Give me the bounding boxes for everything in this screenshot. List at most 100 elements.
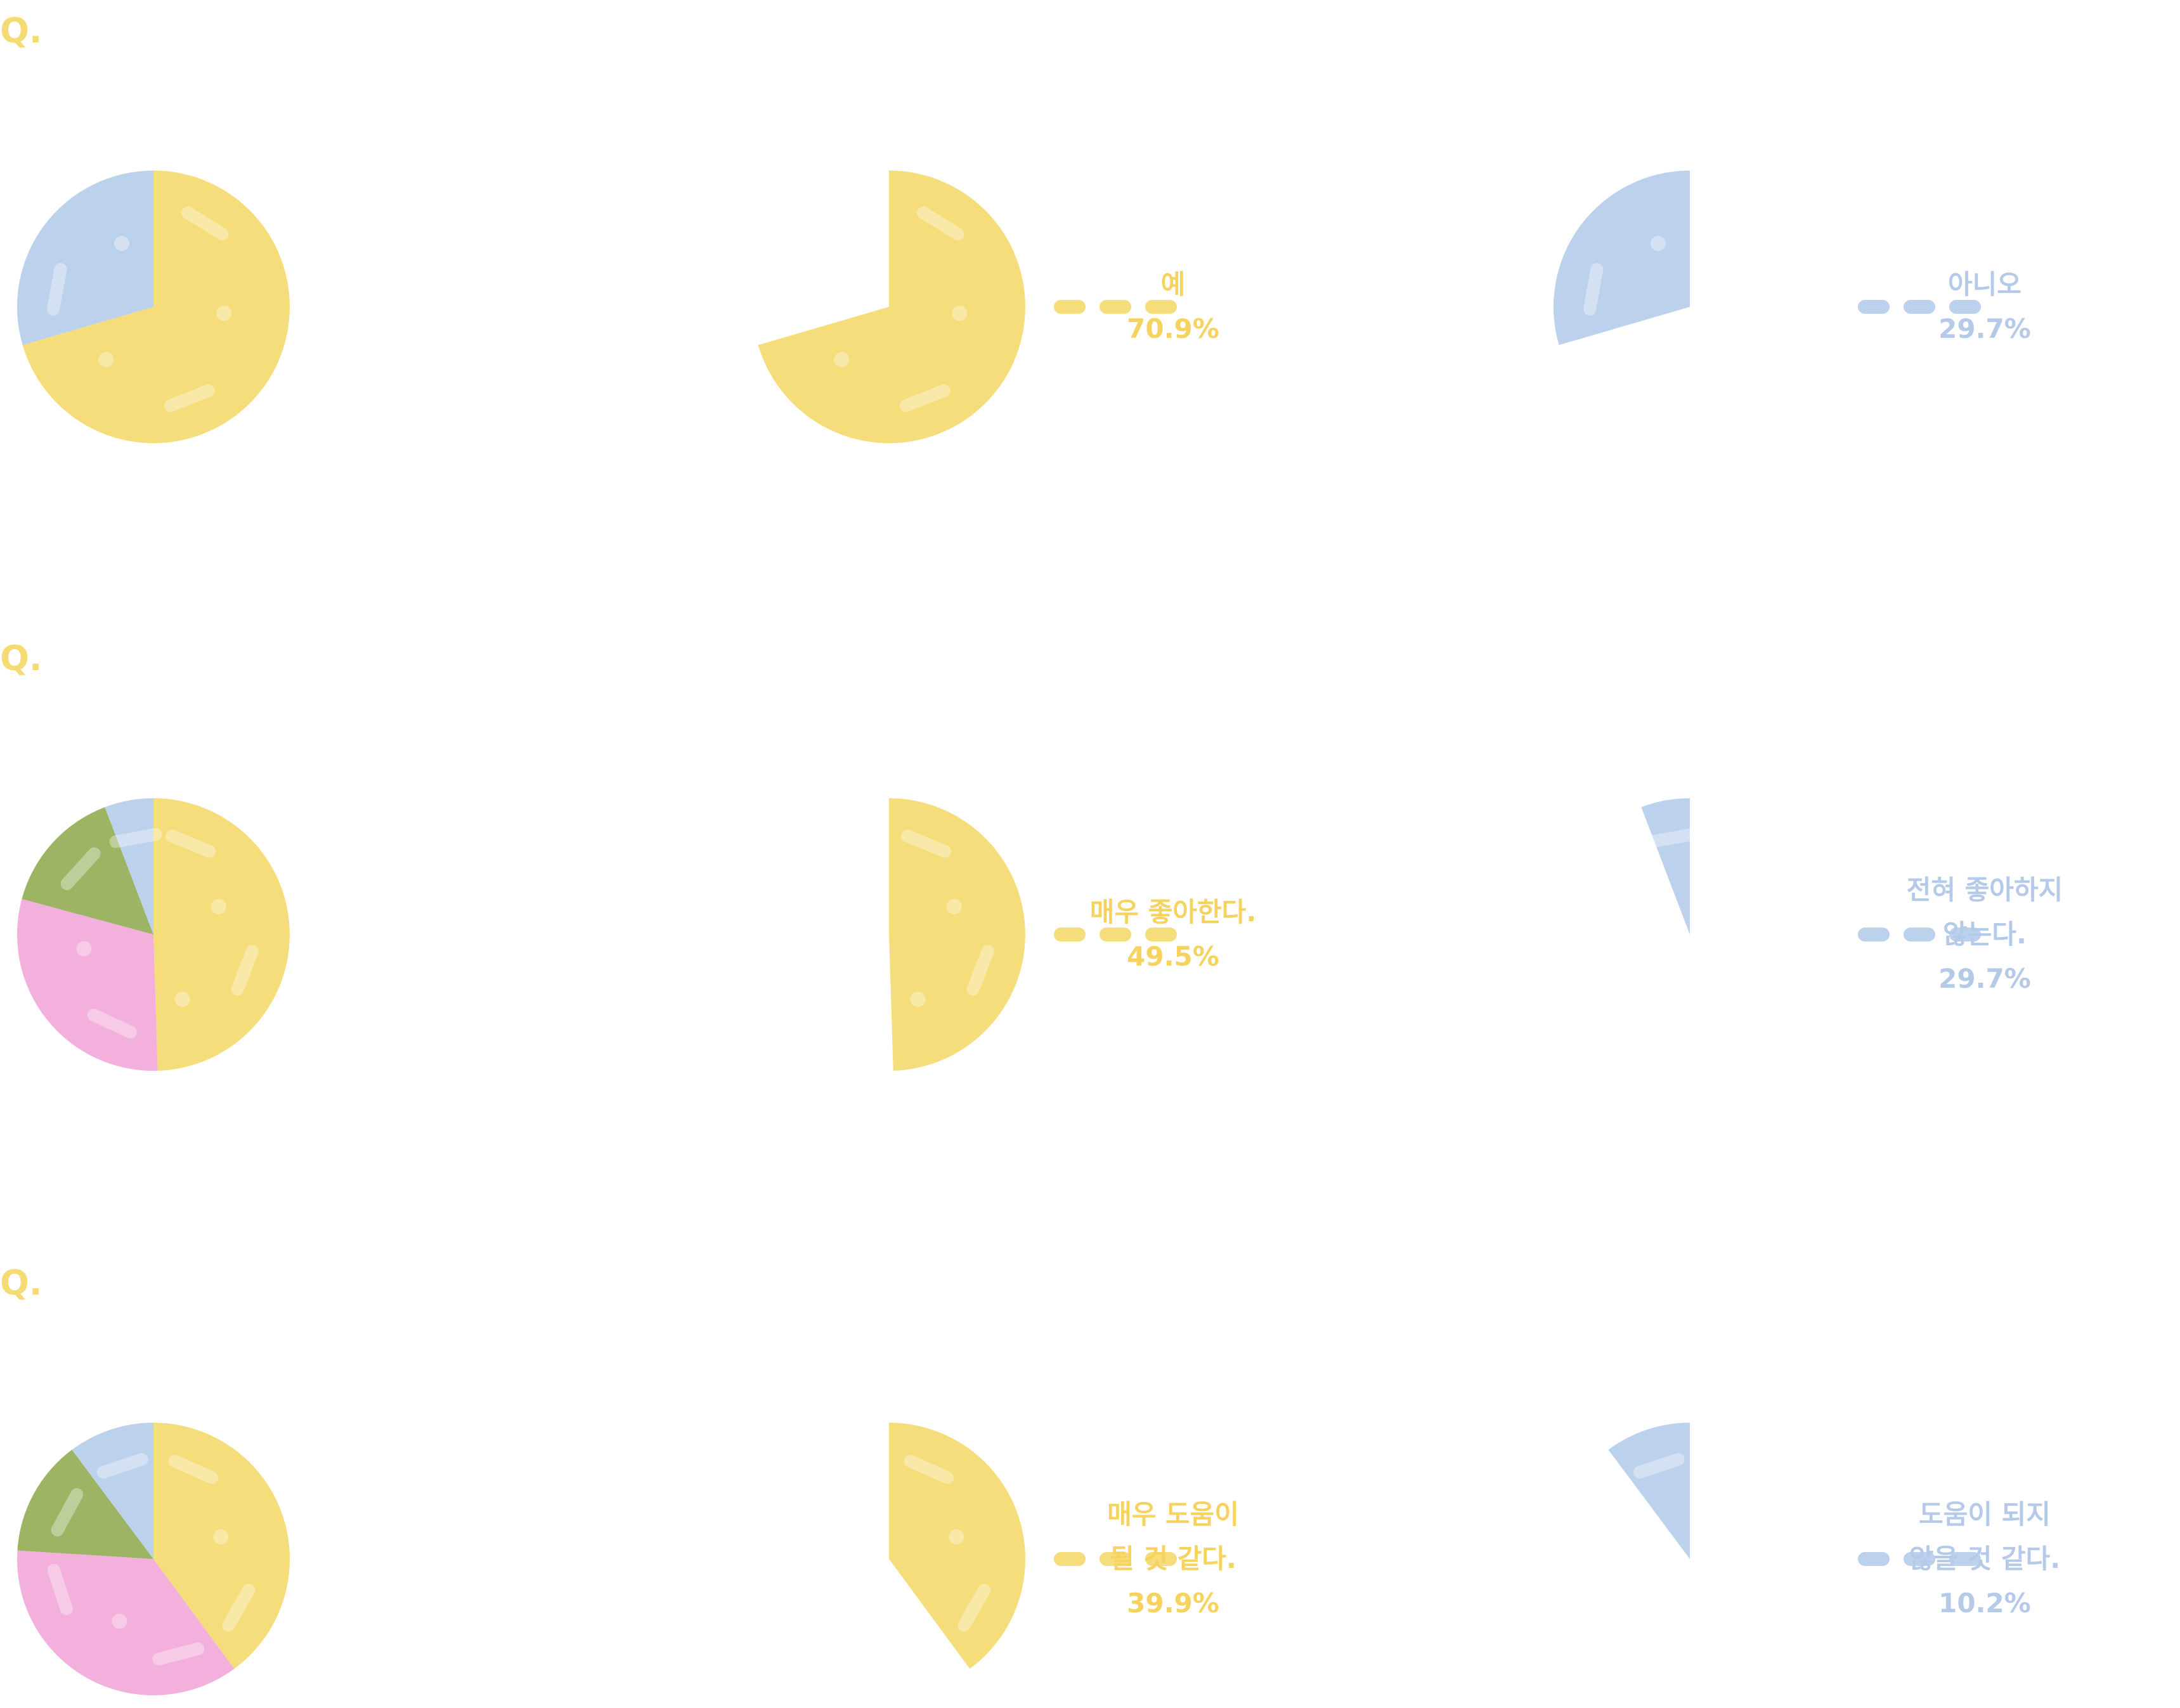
pie-slice-yellow <box>153 798 290 1071</box>
slice-dot <box>211 899 226 914</box>
slice-highlight <box>181 206 229 241</box>
slice-dot <box>213 1529 229 1545</box>
callout-text: 않는다. <box>1943 919 2027 950</box>
exploded-slice <box>1608 1423 1690 1559</box>
dash-segment <box>1858 1552 1890 1566</box>
slice-highlight <box>917 206 964 241</box>
slice-dot <box>834 352 850 368</box>
slice-highlight <box>899 384 951 412</box>
slice-dot <box>76 941 92 957</box>
pie-slice-yellow <box>22 171 290 443</box>
slice-highlight <box>168 1454 219 1484</box>
callout-slice <box>889 798 1025 1071</box>
slice-highlight <box>1633 1453 1685 1479</box>
exploded-slice <box>758 171 1025 443</box>
callout-percent: 29.7% <box>1938 963 2031 994</box>
pie-slice-yellow <box>153 1423 290 1669</box>
dashed-leader <box>1054 928 1177 941</box>
slice-dot <box>98 352 114 368</box>
question-label: Q. <box>0 1263 42 1303</box>
callout-label: 아니오 29.7% <box>1877 262 2092 351</box>
pie-chart <box>16 1423 290 1695</box>
dash-segment <box>1145 300 1177 314</box>
slice-highlight <box>96 1453 148 1479</box>
dash-segment <box>1904 928 1935 941</box>
callout-label: 예 70.9% <box>1065 262 1281 351</box>
dash-segment <box>1100 1552 1131 1566</box>
callout-text: 매우 도움이 <box>1107 1499 1239 1530</box>
slice-highlight <box>109 828 162 848</box>
pie-slice-pink <box>16 1550 235 1695</box>
dash-segment <box>1054 1552 1086 1566</box>
callout-percent: 10.2% <box>1938 1588 2031 1619</box>
callout-text: 예 <box>1160 269 1186 300</box>
dashed-leader <box>1054 300 1177 314</box>
pie-slice-blue <box>16 170 154 346</box>
slice-dot <box>949 1529 964 1545</box>
dash-segment <box>1145 928 1177 941</box>
callout-label: 매우 좋아한다. 49.5% <box>1065 890 1281 979</box>
dash-segment <box>1054 928 1086 941</box>
exploded-slice <box>1641 798 1699 935</box>
exploded-slice <box>889 1423 1025 1669</box>
callout-text: 전혀 좋아하지 <box>1906 874 2063 905</box>
callout-text: 매우 좋아한다. <box>1089 896 1257 928</box>
slice-highlight <box>47 262 67 316</box>
dashed-leader <box>1858 1552 1981 1566</box>
slice-dot <box>174 992 190 1007</box>
callout-percent: 49.5% <box>1127 941 1219 972</box>
dash-segment <box>1054 300 1086 314</box>
pie-chart <box>16 170 290 443</box>
dash-segment <box>1949 300 1981 314</box>
callout-slice <box>1608 1423 1690 1559</box>
slice-highlight <box>47 1563 73 1615</box>
dash-segment <box>1858 928 1890 941</box>
slice-highlight <box>231 945 259 996</box>
pie-slice-green <box>22 807 153 935</box>
slice-dot <box>216 306 232 321</box>
callout-percent: 70.9% <box>1127 313 1219 344</box>
dash-segment <box>1145 1552 1177 1566</box>
slice-highlight <box>1645 828 1699 848</box>
callout-slice <box>758 171 1025 443</box>
dash-segment <box>1858 300 1890 314</box>
dashed-leader <box>1858 928 1981 941</box>
slice-highlight <box>901 829 952 858</box>
slice-dot <box>1651 236 1666 251</box>
callout-percent: 39.9% <box>1127 1588 1219 1619</box>
slice-dot <box>910 992 926 1007</box>
slice-highlight <box>87 1008 137 1038</box>
slice-highlight <box>904 1454 954 1484</box>
slice-dot <box>114 236 129 251</box>
dash-segment <box>1100 928 1131 941</box>
dashed-leader <box>1858 300 1981 314</box>
exploded-slice <box>889 798 1025 1071</box>
slice-highlight <box>164 384 215 412</box>
dash-segment <box>1904 1552 1935 1566</box>
callout-percent: 29.7% <box>1938 313 2031 344</box>
dashed-leader <box>1054 1552 1177 1566</box>
callout-slice <box>889 1423 1025 1669</box>
dash-segment <box>1100 300 1131 314</box>
callout-slice <box>1553 170 1690 346</box>
callout-text: 될 것 같다. <box>1110 1543 1236 1574</box>
callout-label: 도움이 되지 않을 것 같다. 10.2% <box>1877 1492 2092 1626</box>
slice-dot <box>952 306 968 321</box>
dash-segment <box>1949 1552 1981 1566</box>
dash-segment <box>1949 928 1981 941</box>
slice-highlight <box>957 1583 991 1632</box>
pie-slice-pink <box>16 898 158 1071</box>
callout-text: 아니오 <box>1948 269 2021 300</box>
slice-highlight <box>60 847 101 890</box>
exploded-slice <box>1553 170 1690 346</box>
dash-segment <box>1904 300 1935 314</box>
slice-highlight <box>966 945 994 996</box>
slice-highlight <box>51 1488 84 1537</box>
callout-slice <box>1641 798 1690 935</box>
slice-dot <box>112 1614 127 1629</box>
question-label: Q. <box>0 11 42 51</box>
pie-slice-blue <box>72 1423 153 1559</box>
pie-slice-blue <box>105 798 153 935</box>
